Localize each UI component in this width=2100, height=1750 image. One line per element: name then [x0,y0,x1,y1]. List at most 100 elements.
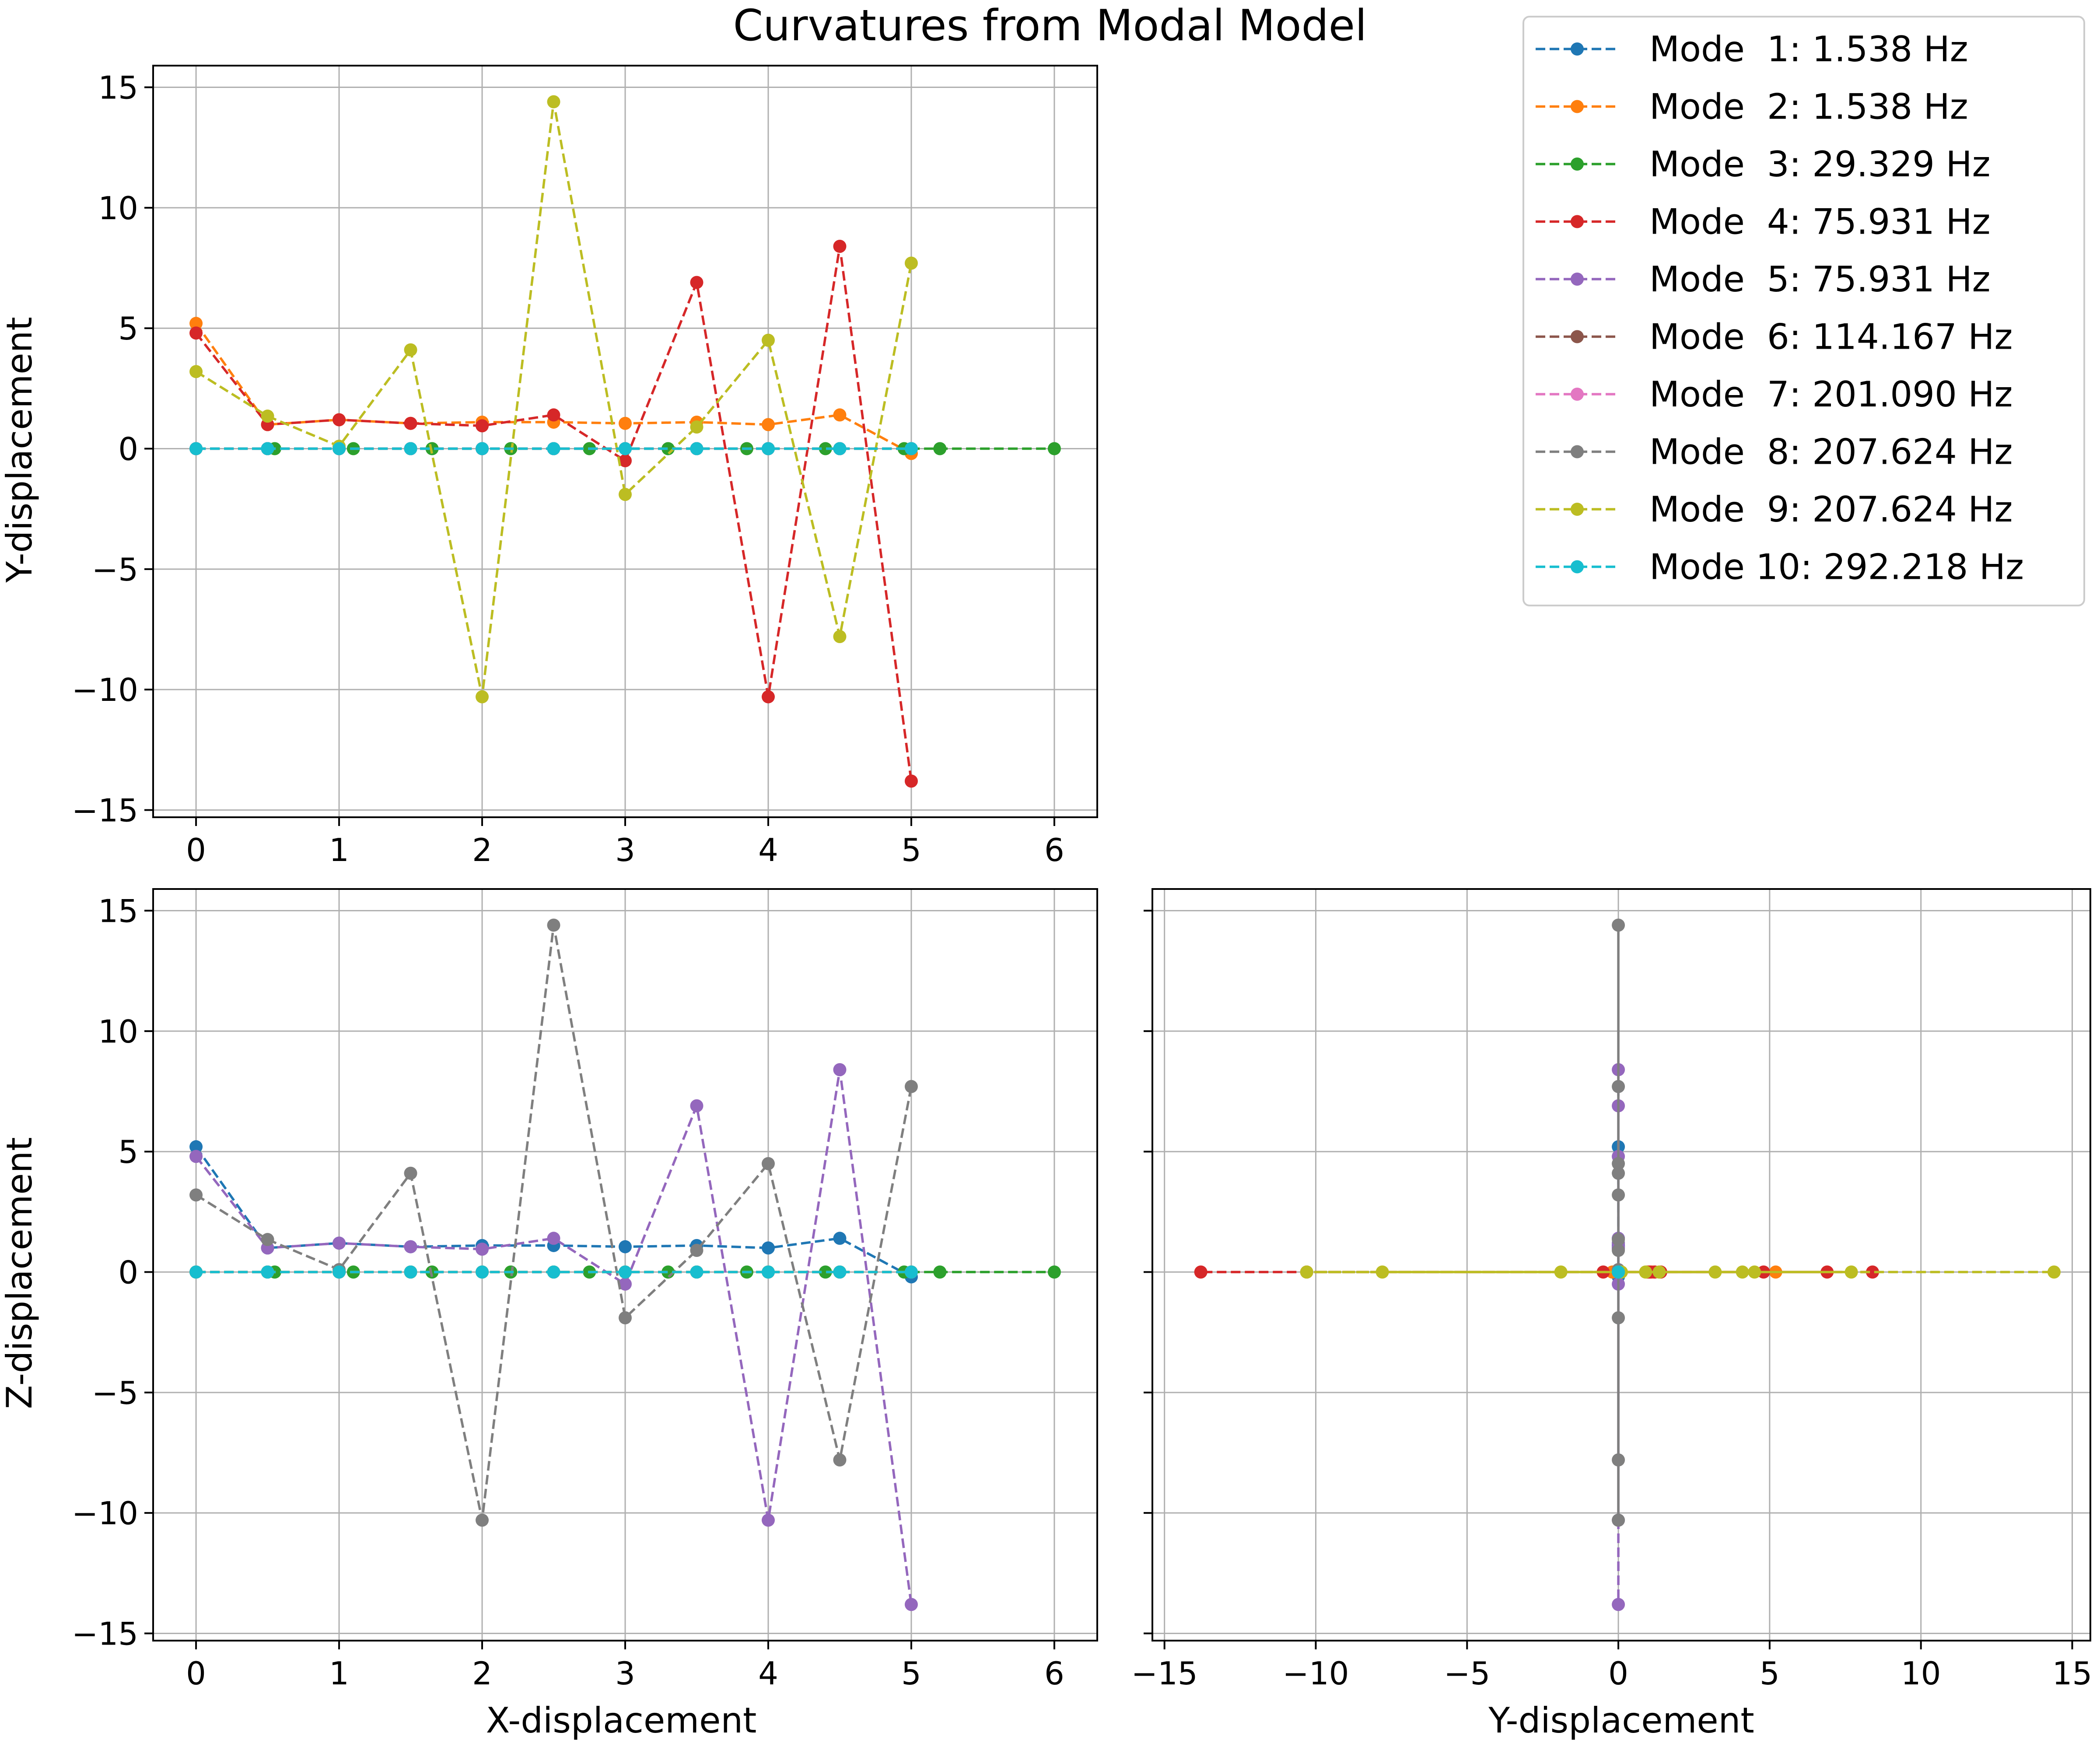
xy-xtick-label-2: 2 [472,832,492,868]
xz-mode-8-point-0 [189,1188,203,1202]
xy-mode-10-point-8 [761,442,775,455]
xy-xtick-label-1: 1 [329,832,349,868]
xz-xlabel: X-displacement [486,1700,757,1741]
xz-mode-5-point-7 [690,1099,704,1113]
xy-mode-9-point-7 [690,420,704,434]
xz-mode-5-point-5 [547,1232,560,1245]
xy-mode-4-point-9 [833,239,847,253]
subplot-xy: 0 1 2 3 4 5 6 15 10 5 0 −5 −10 −15 Y-displacement [0,65,1098,868]
legend-marker-4 [1571,215,1584,228]
yz-mode-9-point-7 [1639,1265,1652,1279]
xz-series-mode-5-line [195,1068,913,1605]
xy-ytick-label-4: −5 [92,551,138,588]
xy-mode-10-point-5 [547,442,560,455]
xz-mode-10-point-2 [332,1265,346,1279]
legend-label-7: Mode 7: 201.090 Hz [1649,374,2013,415]
xz-ylabel: Z-displacement [0,1137,40,1409]
yz-mode-8-point-6 [1612,1311,1625,1325]
yz-mode-9-point-5 [2048,1265,2061,1279]
yz-mode-8-point-1 [1612,1233,1625,1246]
legend-marker-6 [1571,330,1584,343]
xz-mode-1-point-6 [619,1240,632,1253]
xy-mode-2-point-6 [619,416,632,430]
xz-ytick-label-6: −15 [72,1615,138,1652]
xy-ytick-label-5: −10 [72,672,138,708]
xz-mode-10-point-3 [404,1265,417,1279]
xy-series-mode-4-line [195,245,913,781]
xz-mode-5-point-10 [904,1598,918,1611]
legend: Mode 1: 1.538 Hz Mode 2: 1.538 Hz Mode 3: … [1522,16,2085,606]
xy-xtick-label-5: 5 [901,832,921,868]
xz-mode-8-point-9 [833,1453,847,1467]
xy-mode-4-point-7 [690,276,704,289]
legend-marker-3 [1571,158,1584,171]
yz-mode-9-point-0 [1708,1265,1722,1279]
yz-xlabel: Y-displacement [1488,1700,1754,1741]
yz-mode-8-point-7 [1612,1243,1625,1257]
xz-series [189,918,1061,1611]
figure-title: Curvatures from Modal Model [733,1,1367,51]
xy-mode-9-point-4 [476,690,489,704]
yz-mode-8-point-4 [1612,1513,1625,1527]
xy-mode-9-point-0 [189,365,203,378]
yz-series [1194,918,2061,1611]
legend-label-1: Mode 1: 1.538 Hz [1649,29,1968,70]
xy-mode-2-point-0 [189,317,203,330]
yz-xtick-label-4: 5 [1760,1655,1780,1692]
xz-ytick-label-3: 0 [118,1254,138,1291]
legend-label-3: Mode 3: 29.329 Hz [1649,144,1991,185]
xy-mode-3-point-10 [933,442,947,455]
legend-marker-2 [1571,100,1584,113]
yz-xtick-label-0: −15 [1131,1655,1198,1692]
xy-mode-10-point-2 [332,442,346,455]
xz-mode-10-point-4 [476,1265,489,1279]
xy-mode-3-point-8 [819,442,832,455]
xy-mode-10-point-6 [619,442,632,455]
xy-mode-10-point-9 [833,442,847,455]
legend-marker-7 [1571,388,1584,401]
xz-xtick-label-2: 2 [472,1655,492,1692]
xy-mode-4-point-2 [332,413,346,427]
xz-xtick-label-1: 1 [329,1655,349,1692]
legend-entries: Mode 1: 1.538 Hz Mode 2: 1.538 Hz Mode 3: … [1536,29,2024,588]
xy-mode-4-point-10 [904,774,918,788]
xz-xtick-label-5: 5 [901,1655,921,1692]
xy-mode-2-point-8 [761,418,775,431]
legend-label-4: Mode 4: 75.931 Hz [1649,202,1991,242]
xy-xtick-label-3: 3 [615,832,635,868]
xy-ytick-label-6: −15 [72,792,138,829]
xz-ytick-label-2: 5 [118,1134,138,1170]
xy-mode-9-point-8 [761,333,775,347]
xy-mode-9-point-5 [547,95,560,108]
xz-mode-1-point-8 [761,1241,775,1255]
xy-mode-9-point-6 [619,488,632,501]
yz-mode-8-point-5 [1612,918,1625,932]
yz-xtick-label-2: −5 [1444,1655,1490,1692]
yz-mode-8-point-9 [1612,1453,1625,1467]
subplot-xz: 0 1 2 3 4 5 6 15 10 5 0 −5 −10 −15 Z-displacement X-d… [0,888,1098,1741]
xy-ytick-label-1: 10 [98,190,138,227]
legend-label-2: Mode 2: 1.538 Hz [1649,87,1968,127]
xy-mode-10-point-1 [261,442,274,455]
xy-mode-4-point-3 [404,416,417,430]
xz-mode-5-point-9 [833,1063,847,1076]
legend-label-6: Mode 6: 114.167 Hz [1649,317,2013,357]
xz-mode-5-point-6 [619,1278,632,1291]
xz-ytick-label-0: 15 [98,893,138,930]
xy-mode-10-point-4 [476,442,489,455]
yz-axes-frame [1152,888,2091,1642]
yz-mode-8-point-8 [1612,1157,1625,1170]
xz-mode-8-point-7 [690,1243,704,1257]
yz-xtick-label-3: 0 [1608,1655,1628,1692]
xz-mode-1-point-9 [833,1232,847,1245]
xz-mode-5-point-4 [476,1242,489,1256]
yz-mode-4-point-10 [1194,1265,1208,1279]
legend-marker-1 [1571,42,1584,56]
xy-ylabel: Y-displacement [0,317,40,583]
xy-mode-4-point-6 [619,454,632,468]
yz-mode-8-point-0 [1612,1188,1625,1202]
xy-xtick-label-4: 4 [758,832,778,868]
xz-mode-5-point-2 [332,1236,346,1250]
xy-xtick-label-6: 6 [1044,832,1064,868]
